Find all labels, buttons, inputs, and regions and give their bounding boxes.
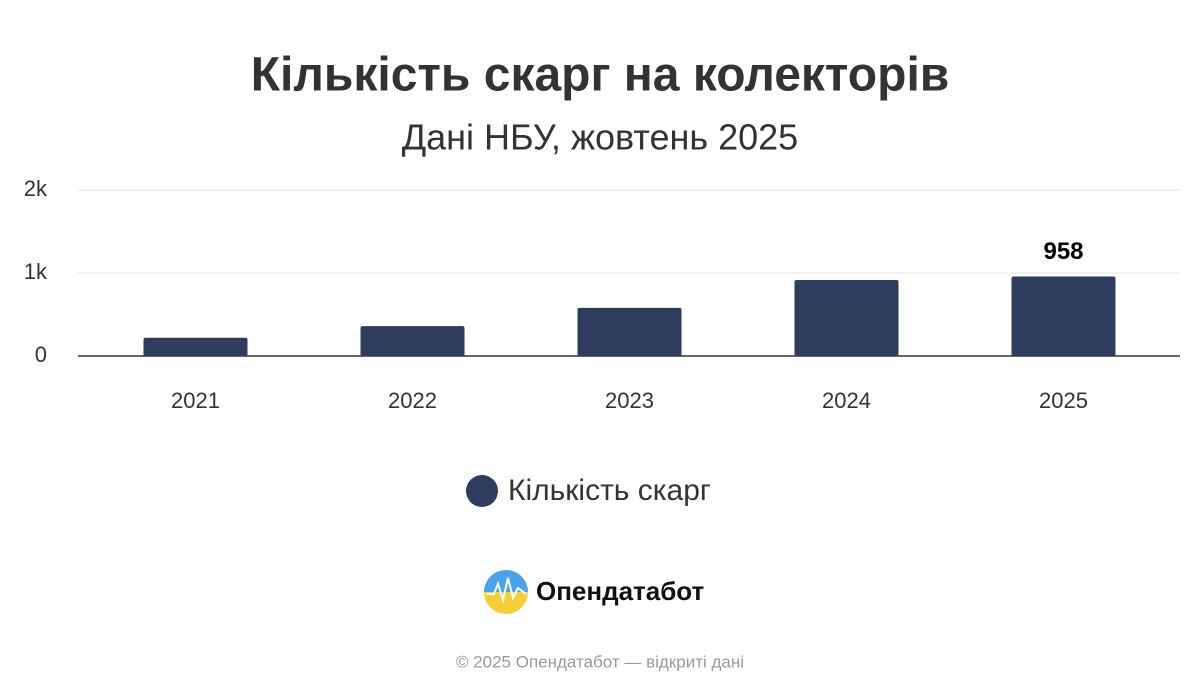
legend-label: Кількість скарг xyxy=(508,474,711,507)
bar xyxy=(794,280,899,356)
brand: Опендатабот xyxy=(536,576,705,606)
bar xyxy=(360,326,465,356)
logo: Опендатабот xyxy=(484,570,705,614)
logo-wave xyxy=(486,577,527,604)
legend-marker xyxy=(466,475,498,507)
y-tick-label: 1k xyxy=(24,259,48,284)
bar xyxy=(1011,276,1116,356)
x-tick-label: 2023 xyxy=(605,388,654,413)
logo-icon xyxy=(484,570,528,614)
chart-subtitle: Дані НБУ, жовтень 2025 xyxy=(402,117,798,158)
x-tick-label: 2021 xyxy=(171,388,220,413)
chart-title: Кількість скарг на колекторів xyxy=(251,49,950,102)
x-tick-label: 2022 xyxy=(388,388,437,413)
copyright: © 2025 Опендатабот — відкриті дані xyxy=(456,652,744,671)
x-tick-label: 2025 xyxy=(1039,388,1088,413)
data-label: 958 xyxy=(1043,238,1083,265)
y-tick-label: 2k xyxy=(24,176,48,201)
bar xyxy=(577,307,682,356)
y-tick-label: 0 xyxy=(35,342,47,367)
bar xyxy=(143,337,248,356)
x-tick-label: 2024 xyxy=(822,388,871,413)
